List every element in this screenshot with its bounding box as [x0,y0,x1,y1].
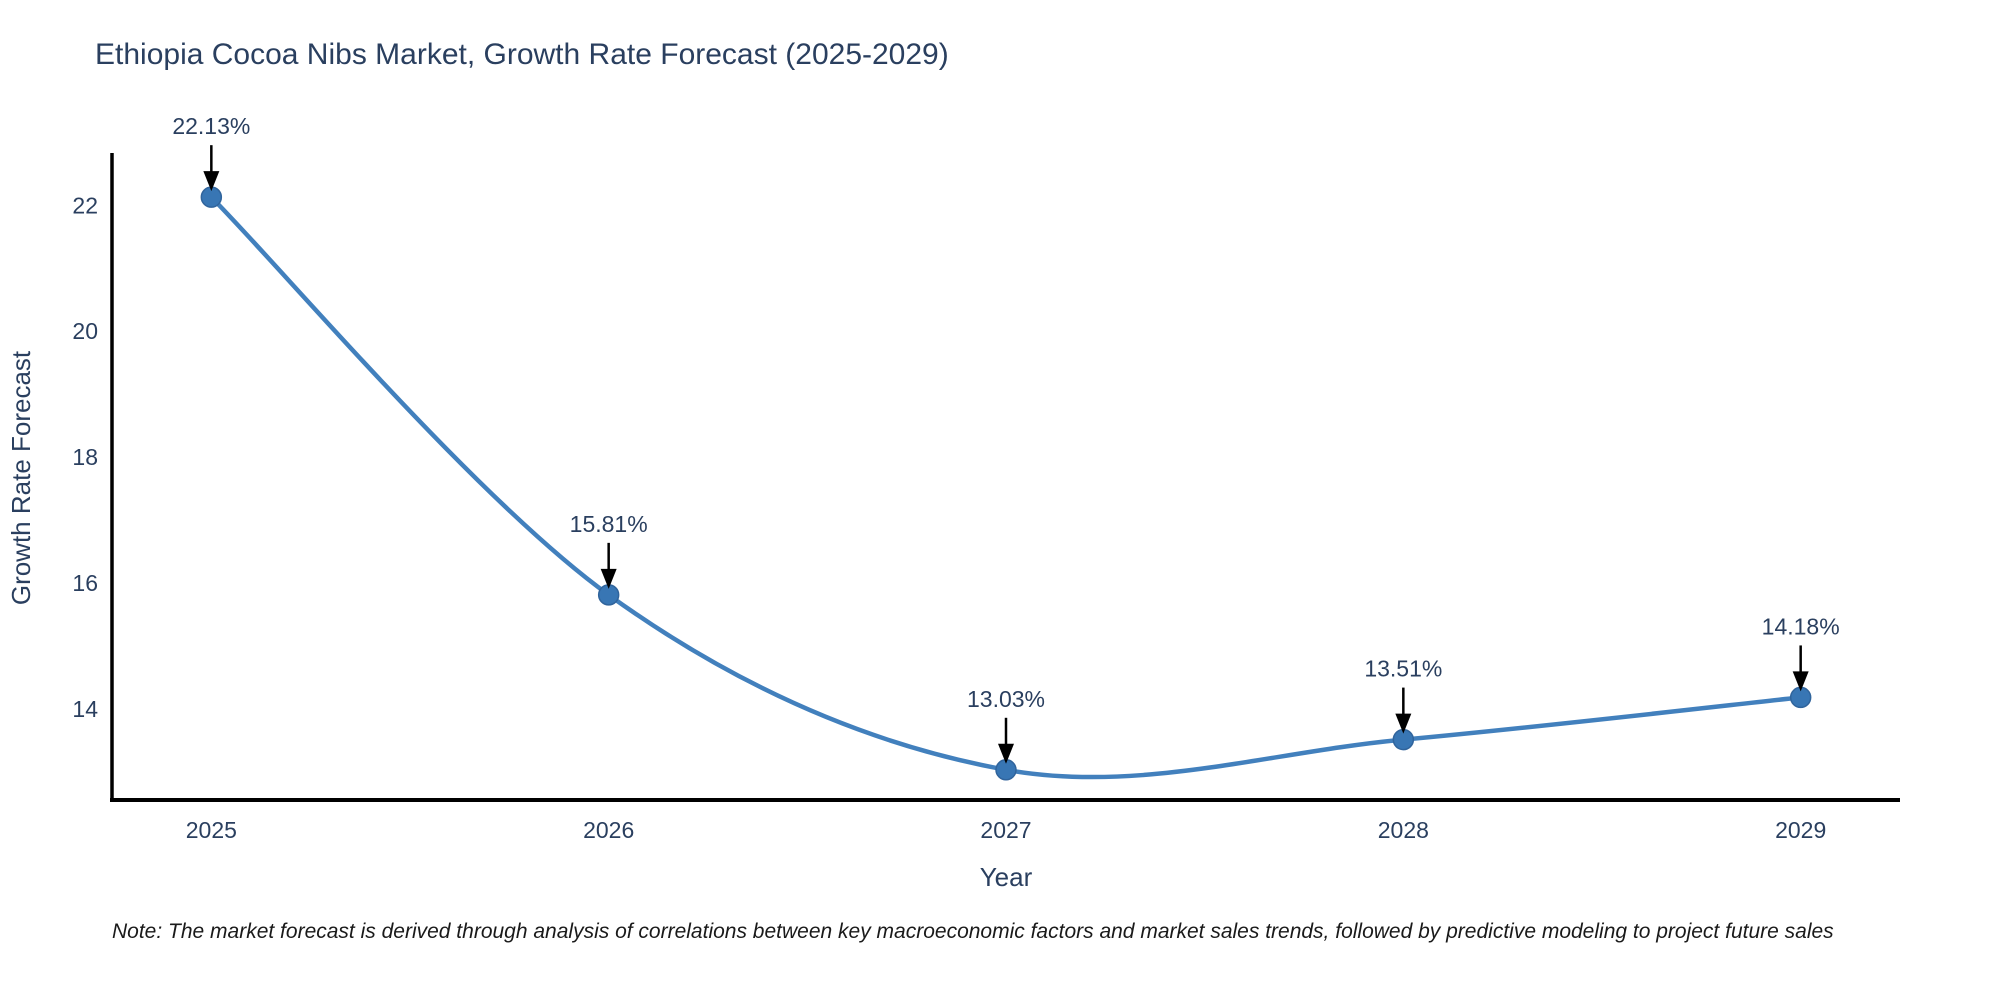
point-value-label: 13.51% [1364,656,1442,682]
annotation-arrow-head [998,743,1014,764]
x-axis-title: Year [980,862,1033,892]
annotation-arrow-head [203,171,220,192]
y-tick-label: 20 [72,318,98,344]
point-value-label: 13.03% [967,686,1045,712]
point-value-label: 14.18% [1762,613,1840,639]
x-tick-label: 2025 [186,817,237,843]
point-value-label: 15.81% [570,511,648,537]
y-tick-label: 16 [72,570,98,596]
x-tick-label: 2028 [1378,817,1429,843]
annotation-arrow-head [600,568,617,589]
y-tick-label: 18 [72,444,98,470]
footnote: Note: The market forecast is derived thr… [112,920,1834,943]
x-tick-label: 2027 [980,817,1031,843]
chart-title: Ethiopia Cocoa Nibs Market, Growth Rate … [95,38,949,71]
plot-area: 14 16 18 20 22 2025 2026 2027 2028 2029 22.13% 15.8… [72,113,1839,843]
forecast-line [209,194,1803,780]
x-tick-label: 2029 [1775,817,1826,843]
point-value-label: 22.13% [172,113,250,139]
x-tick-label: 2026 [583,817,634,843]
annotation-arrow-head [1395,713,1412,734]
y-axis-title: Growth Rate Forecast [6,350,36,605]
annotation-arrow-head [1792,671,1809,692]
y-tick-label: 14 [72,696,98,722]
axes [110,153,1900,802]
y-tick-label: 22 [72,192,98,218]
